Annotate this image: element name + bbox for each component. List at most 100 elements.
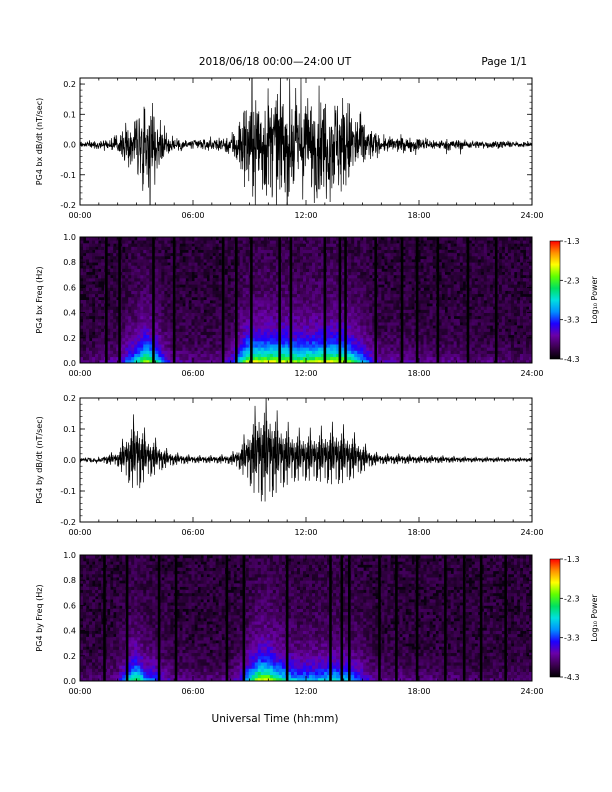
bx-spectrogram-cell [411,353,415,358]
bx-spectrogram-cell [257,309,262,313]
bx-spectrogram-cell [227,262,232,266]
bx-spectrogram-cell [426,240,430,244]
bx-spectrogram-cell [251,340,256,345]
bx-spectrogram-cell [290,303,295,307]
bx-spectrogram-cell [245,287,250,291]
bx-spectrogram-cell [182,312,186,317]
bx-spectrogram-cell [119,287,123,291]
bx-spectrogram-cell [116,331,120,336]
bx-spectrogram-cell [206,353,210,358]
bx-spectrogram-cell [101,350,105,354]
bx-spectrogram-cell [345,259,349,263]
bx-spectrogram-cell [393,347,397,351]
bx-spectrogram-cell [134,243,138,247]
bx-spectrogram-cell [302,300,307,304]
bx-spectrogram-cell [125,262,129,266]
bx-spectrogram-cell [176,274,180,279]
bx-spectrogram-cell [275,306,280,310]
bx-spectrogram-cell [164,312,168,317]
bx-spectrogram-cell [86,350,90,354]
bx-spectrogram-cell [188,255,192,260]
bx-spectrogram-cell [203,337,207,342]
bx-spectrogram-cell [260,252,265,257]
bx-spectrogram-cell [390,243,394,247]
bx-spectrogram-cell [384,340,388,345]
bx-spectrogram-cell [242,287,247,291]
bx-spectrogram-cell [254,240,259,244]
bx-spectrogram-cell [269,303,274,307]
bx-spectrogram-cell [447,340,452,345]
bx-spectrogram-cell [89,359,93,364]
bx-spectrogram-cell [137,255,141,260]
bx-spectrogram-cell [318,259,322,263]
bx-spectrogram-cell [155,293,159,298]
bx-spectrogram-cell [254,262,259,266]
bx-spectrogram-cell [269,344,274,348]
bx-spectrogram-cell [269,274,274,279]
bx-spectrogram-cell [263,237,268,241]
bx-spectrogram-cell [149,356,153,361]
bx-spectrogram-cell [113,340,117,345]
bx-spectrogram-cell [107,255,111,260]
bx-spectrogram-cell [432,268,436,273]
bx-spectrogram-cell [239,318,244,323]
bx-spectrogram-cell [254,322,259,326]
bx-spectrogram-cell [441,243,446,247]
bx-spectrogram-cell [444,334,449,339]
bx-spectrogram-cell [456,356,461,361]
bx-spectrogram-cell [357,322,361,326]
bx-spectrogram-cell [158,296,162,301]
bx-spectrogram-cell [327,312,331,317]
bx-spectrogram-cell [366,259,370,263]
bx-spectrogram-cell [260,274,265,279]
bx-spectrogram-cell [116,290,120,295]
bx-spectrogram-cell [179,309,183,313]
bx-spectrogram-cell [266,287,271,291]
bx-spectrogram-cell [119,252,123,257]
bx-spectrogram-cell [432,340,436,345]
bx-spectrogram-cell [284,262,289,266]
bx-spectrogram-cell [378,274,382,279]
bx-spectrogram-cell [351,274,355,279]
bx-spectrogram-cell [287,318,292,323]
bx-spectrogram-cell [408,303,412,307]
bx-spectrogram-cell [236,271,241,276]
bx-spectrogram-cell [182,315,186,320]
bx-spectrogram-cell [296,274,301,279]
bx-spectrogram-cell [251,337,256,342]
bx-spectrogram-cell [357,243,361,247]
bx-spectrogram-cell [272,331,277,336]
bx-spectrogram-cell [149,237,153,241]
bx-spectrogram-cell [287,252,292,257]
bx-spectrogram-cell [260,300,265,304]
bx-spectrogram-cell [98,344,102,348]
bx-spectrogram-cell [315,249,319,254]
bx-spectrogram-cell [348,356,352,361]
bx-spectrogram-cell [122,243,126,247]
bx-spectrogram-cell [348,322,352,326]
bx-spectrogram-cell [290,259,295,263]
bx-spectrogram-cell [101,318,105,323]
bx-spectrogram-cell [360,344,364,348]
bx-spectrogram-cell [266,334,271,339]
bx-spectrogram-cell [375,359,379,364]
bx-spectrogram-cell [260,344,265,348]
bx-spectrogram-cell [242,243,247,247]
bx-spectrogram-cell [345,300,349,304]
bx-spectrogram-cell [309,344,313,348]
bx-spectrogram-cell [197,300,201,304]
bx-spectrogram-cell [137,249,141,254]
bx-spectrogram-cell [296,325,301,329]
bx-spectrogram-cell [375,296,379,301]
bx-spectrogram-cell [107,281,111,285]
bx-spectrogram-cell [113,325,117,329]
bx-spectrogram-cell [453,344,458,348]
bx-spectrogram-cell [456,306,461,310]
bx-spectrogram-cell [321,322,325,326]
bx-spectrogram-cell [411,350,415,354]
bx-spectrogram-cell [260,277,265,282]
bx-spectrogram-cell [417,303,421,307]
bx-spectrogram-cell [287,322,292,326]
bx-spectrogram-cell [290,306,295,310]
bx-spectrogram-cell [167,337,171,342]
